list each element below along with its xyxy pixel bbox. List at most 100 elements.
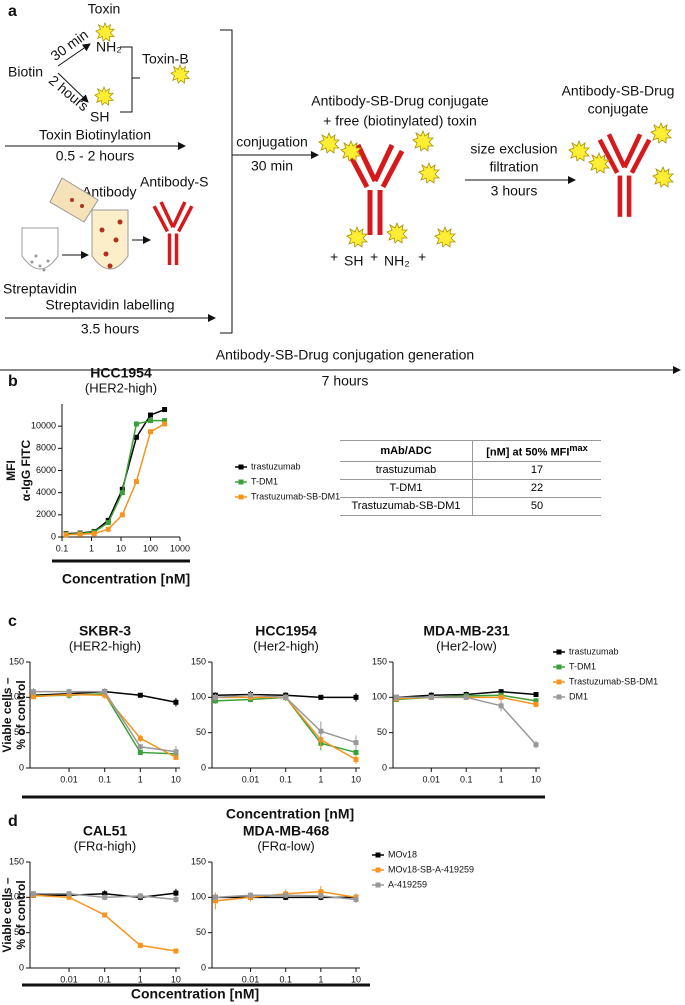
- data-point: [102, 689, 108, 695]
- x-axis-label: Concentration [nM]: [131, 986, 259, 1002]
- label: Antibody-S: [140, 174, 208, 190]
- data-point: [173, 699, 179, 705]
- panel-label: d: [8, 813, 18, 830]
- y-tick-label: 0: [19, 762, 24, 772]
- label: Antibody-SB-Drug conjugation generation: [216, 347, 474, 363]
- x-tick-label: 0.1: [279, 974, 292, 984]
- legend-marker: [556, 649, 562, 655]
- x-tick-label: 10: [171, 974, 181, 984]
- data-point: [102, 891, 108, 897]
- legend-marker: [238, 464, 244, 470]
- data-point: [148, 412, 153, 418]
- label: conjugation: [236, 134, 308, 150]
- data-point: [133, 434, 139, 440]
- y-tick-label: 150: [372, 656, 387, 666]
- y-tick-label: 50: [14, 927, 24, 937]
- series-line: [215, 696, 357, 754]
- label: + free (biotinylated) toxin: [323, 113, 477, 129]
- y-tick-label: 100: [372, 692, 387, 702]
- dots: [70, 198, 123, 269]
- label: Antibody: [82, 184, 136, 200]
- data-point: [248, 892, 254, 898]
- data-point: [428, 694, 434, 700]
- y-tick-label: 50: [377, 727, 387, 737]
- x-tick-label: 0.01: [60, 974, 78, 984]
- panel-label: a: [8, 3, 17, 20]
- chart-subtitle: (FRα-high): [74, 838, 136, 853]
- data-point: [173, 948, 179, 954]
- series-line: [33, 693, 176, 755]
- data-point: [173, 896, 179, 902]
- chart-title: HCC1954: [255, 623, 317, 639]
- label: SH: [344, 253, 363, 269]
- data-point: [148, 429, 153, 435]
- y-tick-label: 100: [191, 692, 206, 702]
- data-point: [498, 703, 504, 709]
- data-point: [212, 898, 218, 904]
- x-tick-label: 10: [171, 774, 181, 784]
- legend-marker: [238, 494, 244, 500]
- y-tick-label: 6000: [36, 465, 56, 475]
- data-point: [137, 942, 143, 948]
- data-point: [137, 735, 143, 741]
- legend-label: trastuzumab: [251, 461, 301, 471]
- legend-marker: [375, 882, 381, 888]
- y-tick-label: 150: [9, 856, 24, 866]
- series-line: [215, 694, 357, 744]
- arrow: [57, 43, 91, 67]
- legend-label: MOv18: [388, 849, 417, 859]
- x-tick-label: 0.1: [98, 774, 111, 784]
- series-line: [66, 423, 165, 536]
- chart-title: MDA-MB-231: [423, 623, 510, 639]
- y-tick-label: 0: [201, 762, 206, 772]
- data-point: [283, 694, 289, 700]
- x-tick-label: 1: [318, 974, 323, 984]
- x-tick-label: 1: [89, 543, 94, 553]
- table-cell: Trastuzumab-SB-DM1: [340, 496, 473, 516]
- y-tick-label: 150: [9, 656, 24, 666]
- data-point: [102, 912, 108, 918]
- table-cell: 17: [472, 460, 601, 480]
- label: +: [418, 249, 426, 265]
- data-point: [77, 531, 83, 537]
- series-line: [66, 419, 165, 535]
- y-tick-label: 0: [51, 531, 56, 541]
- x-tick-label: 100: [143, 543, 158, 553]
- chart-title: CAL51: [83, 823, 128, 839]
- legend-marker: [238, 479, 244, 485]
- legend-label: T-DM1: [569, 661, 596, 671]
- data-point: [137, 749, 143, 755]
- y-tick-label: 10000: [31, 421, 56, 431]
- legend-label: MOv18-SB-A-419259: [388, 864, 474, 874]
- x-tick-label: 0.1: [279, 774, 292, 784]
- label: Antibody-SB-Drug conjugate: [311, 93, 489, 109]
- data-point: [173, 890, 179, 896]
- chart-subtitle: (HER2-high): [69, 638, 141, 653]
- y-tick-label: 50: [14, 727, 24, 737]
- label: 7 hours: [322, 373, 369, 389]
- series-line: [33, 693, 177, 759]
- data-point: [463, 694, 469, 700]
- data-point: [533, 701, 539, 707]
- toxin-icon: [340, 140, 362, 162]
- x-tick-label: 10: [351, 774, 361, 784]
- series-line: [215, 696, 357, 761]
- x-tick-label: 0.01: [242, 974, 260, 984]
- data-point: [133, 479, 139, 485]
- data-point: [498, 694, 504, 700]
- series-line: [396, 696, 537, 746]
- label: conjugate: [588, 101, 649, 117]
- x-axis-label: Concentration [nM]: [62, 571, 190, 587]
- data-point: [66, 894, 72, 900]
- y-tick-label: 0: [382, 762, 387, 772]
- x-tick-label: 0.01: [423, 774, 441, 784]
- label: +: [370, 249, 378, 265]
- legend-label: T-DM1: [251, 476, 278, 486]
- data-point: [30, 689, 36, 695]
- legend-label: Trastuzumab-SB-DM1: [569, 676, 658, 686]
- label: 2 hours: [46, 72, 92, 114]
- y-tick-label: 4000: [36, 487, 56, 497]
- x-tick-label: 0.1: [460, 774, 473, 784]
- y-axis-label: Viable cells –: [0, 877, 14, 952]
